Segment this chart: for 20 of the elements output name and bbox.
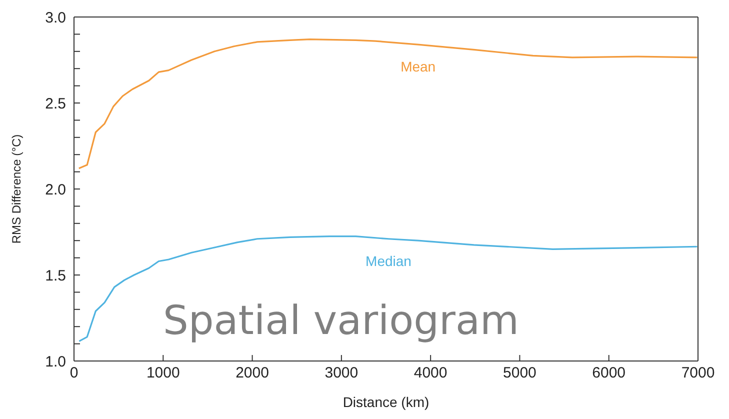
y-axis-title: RMS Difference (°C): [9, 134, 24, 244]
y-tick-label: 2.5: [45, 95, 66, 112]
x-tick-label: 0: [70, 364, 78, 382]
x-tick-label: 6000: [592, 364, 626, 382]
x-tick-label: 5000: [503, 364, 536, 382]
series-label: Median: [366, 252, 412, 269]
series-label: Mean: [400, 58, 436, 75]
x-tick-label: 7000: [681, 364, 715, 382]
x-tick-label: 4000: [414, 364, 448, 382]
x-tick-label: 2000: [236, 364, 269, 382]
y-tick-label: 1.0: [45, 353, 66, 370]
y-tick-label: 3.0: [45, 9, 66, 26]
x-tick-label: 3000: [324, 364, 358, 382]
x-axis-title: Distance (km): [342, 394, 430, 410]
y-tick-label: 1.5: [45, 267, 66, 284]
y-tick-label: 2.0: [45, 181, 66, 198]
annotation: Spatial variogram: [163, 298, 519, 344]
line-series: [78, 236, 698, 342]
x-tick-label: 1000: [146, 364, 180, 382]
line-series: [78, 38, 698, 170]
